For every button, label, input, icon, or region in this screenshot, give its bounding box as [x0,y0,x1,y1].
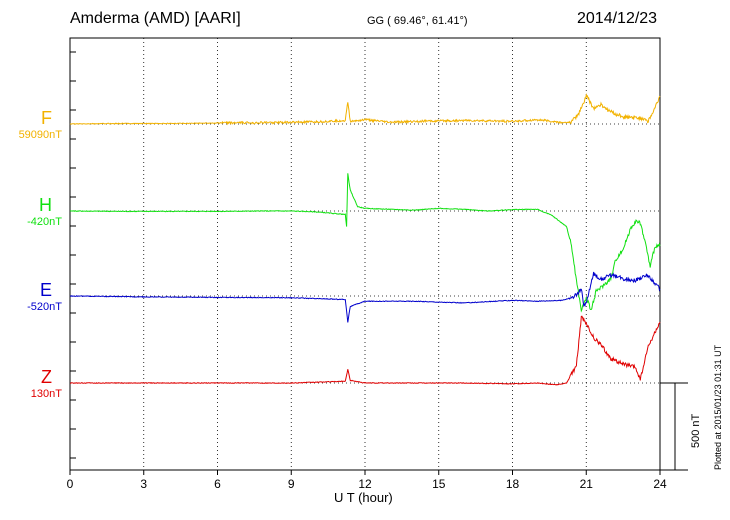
channel-label-z: Z [41,367,52,387]
x-tick-label: 6 [214,477,221,491]
x-tick-label: 24 [653,477,667,491]
scale-bar-label: 500 nT [690,413,702,448]
channel-label-f: F [41,108,52,128]
series-z [70,315,661,386]
coordinates: GG ( 69.46°, 61.41°) [367,15,468,27]
series-f [69,92,661,126]
x-tick-label: 9 [288,477,295,491]
series-e [69,271,661,323]
x-tick-label: 21 [580,477,594,491]
x-axis-title: U T (hour) [334,490,393,505]
x-tick-label: 12 [358,477,372,491]
channel-label-e: E [39,280,52,300]
channel-baseline-h: -420nT [27,216,62,228]
series-h [70,173,661,313]
x-tick-label: 18 [506,477,520,491]
channel-baseline-f: 59090nT [18,129,62,141]
channel-baseline-z: 130nT [30,388,62,400]
channel-baseline-e: -520nT [27,301,62,313]
x-tick-label: 3 [140,477,147,491]
station-title: Amderma (AMD) [AARI] [70,10,241,27]
x-tick-label: 0 [67,477,74,491]
x-tick-label: 15 [432,477,446,491]
channel-label-h: H [39,195,52,215]
plot-date: 2014/12/23 [577,10,658,27]
plotted-note: Plotted at 2015/01/23 01:31 UT [713,344,723,470]
